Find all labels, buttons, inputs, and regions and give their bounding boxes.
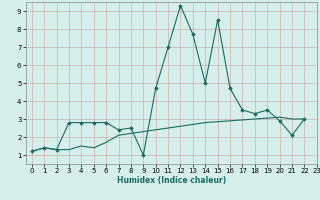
X-axis label: Humidex (Indice chaleur): Humidex (Indice chaleur) <box>116 176 226 185</box>
